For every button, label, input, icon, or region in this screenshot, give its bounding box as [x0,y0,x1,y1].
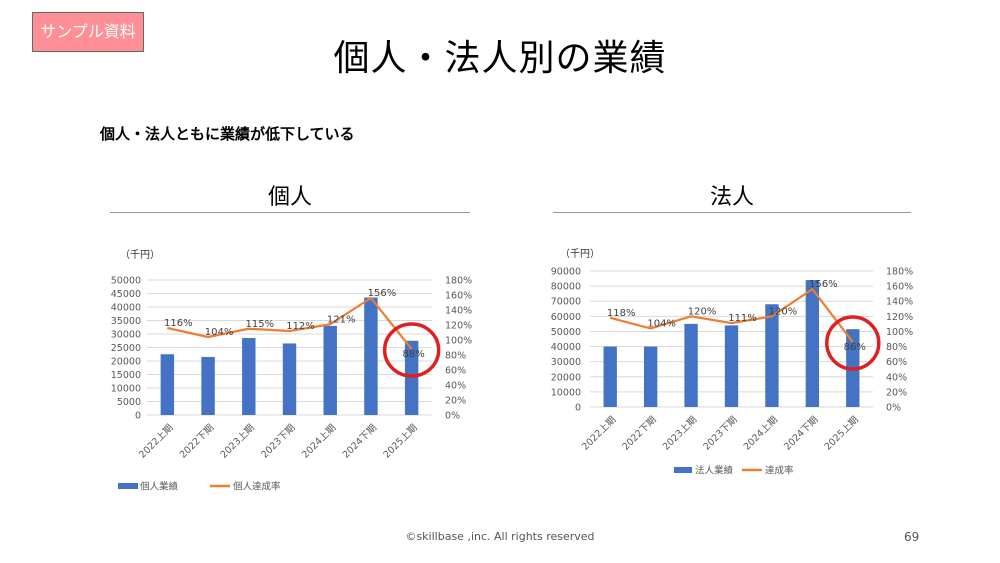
unit-label: （千円） [120,249,160,261]
category-label: 2022下期 [620,414,658,452]
data-label: 121% [327,314,356,325]
copyright-footer: ©skillbase ,inc. All rights reserved [405,530,595,543]
slide-subtitle: 個人・法人ともに業績が低下している [100,125,355,143]
right-axis-tick-label: 180% [445,276,472,287]
legend-swatch-bar [118,483,138,489]
bar-2024上期 [765,304,779,407]
right-axis-tick-label: 160% [445,291,472,302]
heading-divider-individual [110,212,470,213]
highlight-circle [382,322,441,378]
left-axis-tick-label: 35000 [111,316,141,327]
legend-swatch-bar [674,467,692,473]
sample-badge: サンプル資料 [32,12,144,52]
right-axis-tick-label: 20% [886,387,907,398]
category-label: 2024下期 [782,414,820,452]
left-axis-tick-label: 80000 [551,282,581,293]
category-label: 2023下期 [701,414,739,452]
bar-2025上期 [404,340,419,415]
data-label: 120% [769,306,798,317]
highlight-circle [825,315,881,371]
data-label: 156% [809,279,838,290]
data-label: 120% [688,306,717,317]
right-axis-tick-label: 100% [445,336,472,347]
right-axis-tick-label: 120% [886,312,913,323]
right-axis-tick-label: 160% [886,282,913,293]
bar-2024下期 [364,297,378,415]
right-axis-tick-label: 180% [886,267,913,278]
bar-2024上期 [323,325,337,415]
left-axis-tick-label: 15000 [111,370,141,381]
left-axis-tick-label: 40000 [551,342,581,353]
bar-2024下期 [805,280,820,407]
right-axis-tick-label: 100% [886,327,913,338]
right-axis-tick-label: 40% [886,372,907,383]
bar-2023上期 [684,323,698,407]
left-axis-tick-label: 45000 [111,289,141,300]
left-axis-tick-label: 70000 [551,297,581,308]
legend-label-line: 達成率 [765,465,794,477]
left-axis-tick-label: 10000 [551,387,581,398]
category-label: 2025上期 [823,414,861,452]
right-axis-tick-label: 80% [886,342,907,353]
bar-2022下期 [201,356,215,415]
category-label: 2023上期 [661,414,699,452]
legend-label-line: 個人達成率 [233,481,281,493]
chart-heading-corporate: 法人 [709,185,754,210]
page-number: 69 [904,530,920,544]
right-axis-tick-label: 140% [445,306,472,317]
category-label: 2022上期 [580,414,618,452]
left-axis-tick-label: 30000 [551,357,581,368]
left-axis-tick-label: 20000 [551,372,581,383]
legend-label-bar: 法人業績 [695,465,734,477]
left-axis-tick-label: 30000 [111,330,141,341]
right-axis-tick-label: 20% [445,396,466,407]
left-axis-tick-label: 40000 [111,303,141,314]
chart-heading-individual: 個人 [267,185,312,210]
bar-2022上期 [603,346,617,407]
heading-divider-corporate [553,212,911,213]
left-axis-tick-label: 0 [575,403,581,414]
data-label: 104% [647,318,676,329]
data-label: 156% [368,288,397,299]
bar-2022下期 [643,346,658,407]
right-axis-tick-label: 0% [886,403,901,414]
left-axis-tick-label: 20000 [111,357,141,368]
data-label: 116% [164,318,193,329]
left-axis-tick-label: 50000 [551,327,581,338]
legend-label-bar: 個人業績 [140,481,179,493]
bar-2022上期 [160,354,175,415]
page-title: 個人・法人別の業績 [333,38,667,79]
data-label: 86% [844,342,866,353]
left-axis-tick-label: 50000 [111,276,141,287]
left-axis-tick-label: 0 [135,411,141,422]
data-label: 104% [205,327,234,338]
data-label: 115% [245,319,274,330]
right-axis-tick-label: 40% [445,381,466,392]
right-axis-tick-label: 80% [445,351,466,362]
left-axis-tick-label: 25000 [111,343,141,354]
bar-2023下期 [282,343,297,415]
data-label: 118% [607,308,636,319]
bar-2023上期 [242,338,256,415]
right-axis-tick-label: 140% [886,297,913,308]
right-axis-tick-label: 0% [445,411,460,422]
category-label: 2024上期 [742,414,780,452]
left-axis-tick-label: 10000 [111,384,141,395]
data-label: 111% [728,313,757,324]
right-axis-tick-label: 120% [445,321,472,332]
data-label: 112% [286,321,315,332]
data-label: 88% [403,349,425,360]
right-axis-tick-label: 60% [445,366,466,377]
left-axis-tick-label: 5000 [117,397,141,408]
left-axis-tick-label: 90000 [551,267,581,278]
left-axis-tick-label: 60000 [551,312,581,323]
bar-2023下期 [724,325,739,407]
unit-label: （千円） [560,248,600,260]
right-axis-tick-label: 60% [886,357,907,368]
